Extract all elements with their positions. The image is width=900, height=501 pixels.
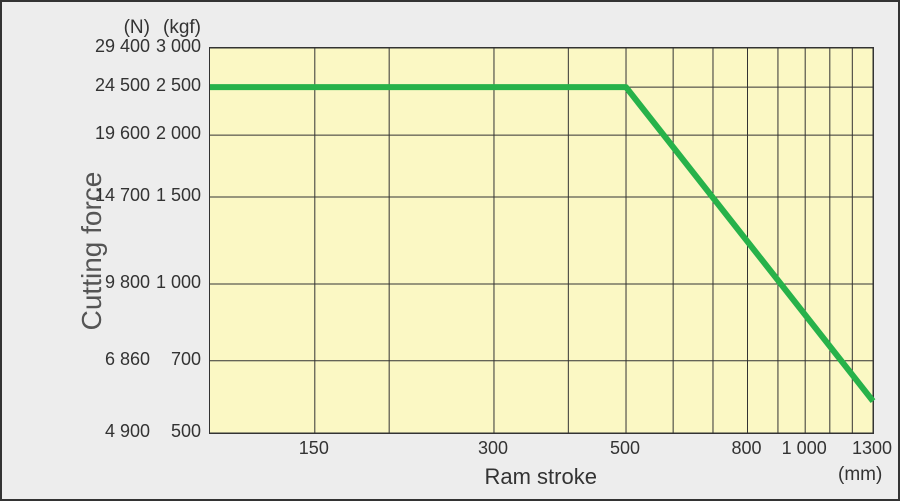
y-tick-primary: 14 700 — [95, 185, 150, 206]
y-tick-primary: 19 600 — [95, 123, 150, 144]
y-axis-title: Cutting force — [76, 151, 108, 351]
y-tick-primary: 29 400 — [95, 36, 150, 57]
y-tick-primary: 9 800 — [105, 272, 150, 293]
y-tick-secondary: 2 000 — [156, 123, 201, 144]
plot-svg — [210, 48, 873, 433]
y-tick-secondary: 1 000 — [156, 272, 201, 293]
x-tick: 300 — [478, 438, 508, 459]
x-tick: 800 — [732, 438, 762, 459]
y-tick-secondary: 1 500 — [156, 185, 201, 206]
x-tick: 500 — [610, 438, 640, 459]
plot-area — [209, 47, 874, 434]
y-tick-primary: 6 860 — [105, 349, 150, 370]
chart-frame: Cutting force (N) (kgf) Ram stroke (mm) … — [0, 0, 900, 501]
x-tick: 1 000 — [782, 438, 827, 459]
y-tick-secondary: 500 — [171, 421, 201, 442]
y-tick-secondary: 700 — [171, 349, 201, 370]
y-tick-secondary: 3 000 — [156, 36, 201, 57]
y-tick-primary: 4 900 — [105, 421, 150, 442]
y-tick-secondary: 2 500 — [156, 75, 201, 96]
x-axis-unit: (mm) — [838, 464, 882, 486]
series-line — [210, 87, 873, 401]
x-axis-title: Ram stroke — [485, 464, 597, 490]
x-tick: 1300 — [852, 438, 892, 459]
x-tick: 150 — [299, 438, 329, 459]
y-tick-primary: 24 500 — [95, 75, 150, 96]
